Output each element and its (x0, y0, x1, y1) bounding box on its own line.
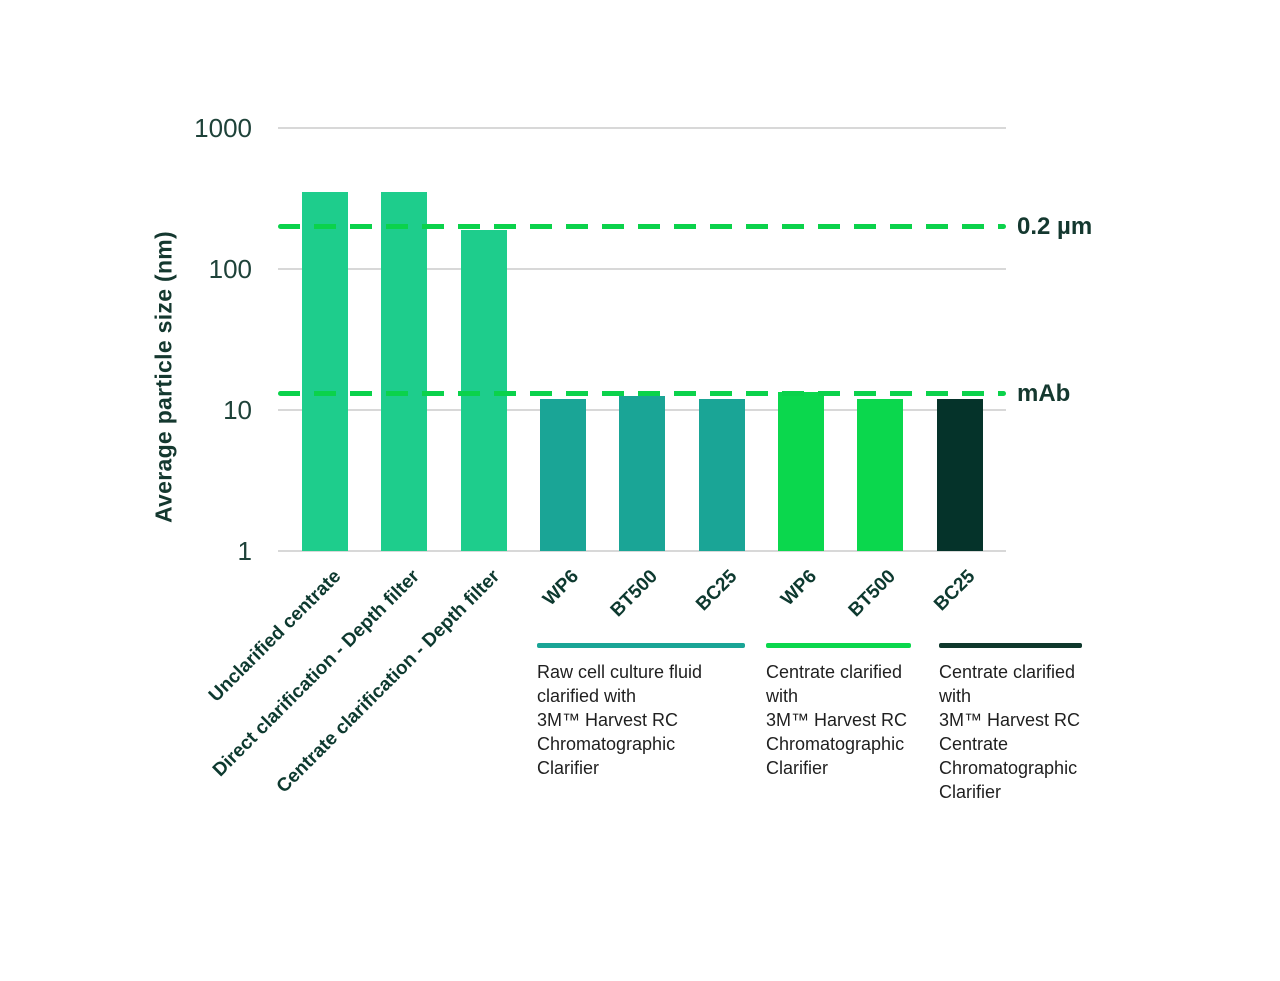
legend-group-raw-cell-culture: Raw cell culture fluid clarified with 3M… (537, 643, 762, 780)
bar-6-bc25 (698, 398, 745, 551)
legend-underline-dark (939, 643, 1082, 648)
x-label-9-bc25: BC25 (930, 566, 980, 616)
y-tick-10: 10 (223, 395, 252, 425)
bar-3-centrate-clarification-depth-filter (460, 229, 507, 551)
plot-area (278, 127, 1006, 552)
gridline-100 (278, 268, 1006, 270)
bar-7-wp6 (778, 391, 825, 551)
legend-group-centrate-clarified: Centrate clarified with 3M™ Harvest RC C… (766, 643, 936, 780)
y-tick-1: 1 (237, 536, 252, 566)
y-tick-100: 100 (208, 254, 252, 284)
bar-2-direct-clarification-depth-filter (381, 192, 428, 551)
x-label-4-wp6: WP6 (538, 566, 583, 610)
gridline-1 (278, 550, 1006, 552)
bar-5-bt500 (619, 396, 666, 551)
x-label-6-bc25: BC25 (692, 566, 742, 616)
bar-8-bt500 (857, 398, 904, 551)
reference-line-mab (278, 391, 1006, 397)
x-label-5-bt500: BT500 (607, 566, 663, 622)
legend-underline-green (766, 643, 911, 648)
legend-text-raw-cell-culture: Raw cell culture fluid clarified with 3M… (537, 662, 703, 778)
y-tick-1000: 1000 (194, 113, 252, 143)
legend-text-centrate-chromatographic: Centrate clarified with 3M™ Harvest RC C… (939, 662, 1081, 802)
x-label-1-unclarified-centrate: Unclarified centrate (204, 566, 345, 707)
legend-underline-teal (537, 643, 745, 648)
legend-group-centrate-chromatographic: Centrate clarified with 3M™ Harvest RC C… (939, 643, 1109, 804)
reference-line-0-2-m (278, 224, 1006, 230)
x-label-8-bt500: BT500 (845, 566, 901, 622)
bar-9-bc25 (936, 398, 983, 551)
legend-text-centrate-clarified: Centrate clarified with 3M™ Harvest RC C… (766, 662, 908, 778)
reference-label-0-2-m: 0.2 µm (1017, 212, 1093, 240)
reference-label-mab: mAb (1017, 379, 1071, 407)
x-label-7-wp6: WP6 (776, 566, 821, 610)
bar-4-wp6 (540, 398, 587, 551)
gridline-1000 (278, 127, 1006, 129)
bar-1-unclarified-centrate (302, 192, 348, 551)
